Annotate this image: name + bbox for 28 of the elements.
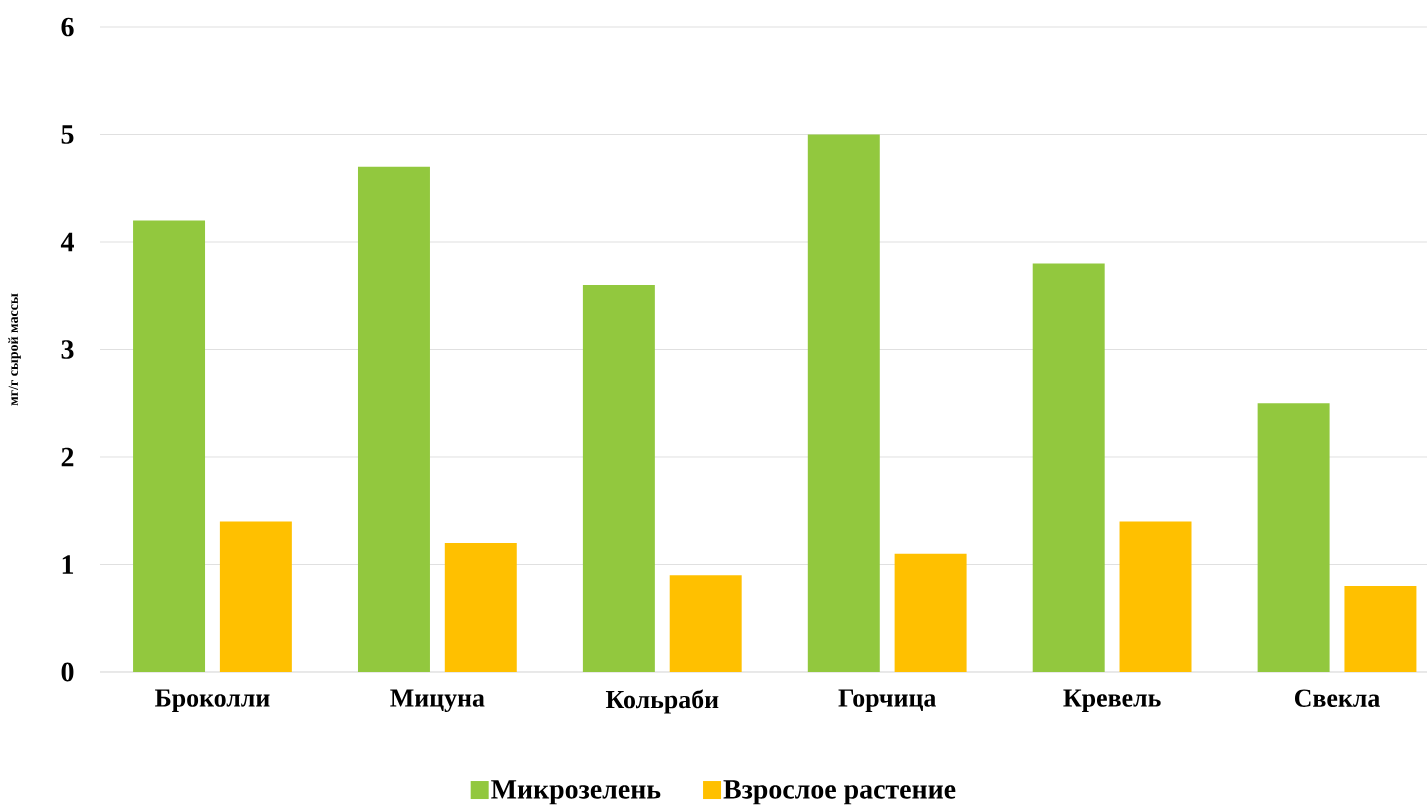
y-tick-label: 6 xyxy=(61,17,74,37)
x-tick-label: Мицуна xyxy=(390,689,485,713)
x-tick-label: Кольраби xyxy=(605,689,719,714)
x-tick-label: Свекла xyxy=(1294,689,1380,707)
bar xyxy=(582,285,655,672)
y-tick-label: 4 xyxy=(60,232,74,252)
y-axis-title: мг/г сырой массы xyxy=(8,293,21,406)
bar xyxy=(669,575,742,672)
x-tick-label: Горчица xyxy=(838,689,936,712)
x-tick-label: Броколли xyxy=(155,689,270,712)
bar xyxy=(357,166,430,672)
bar xyxy=(1032,263,1105,672)
bar xyxy=(1257,403,1330,672)
bar xyxy=(1344,586,1417,672)
bar xyxy=(133,220,206,672)
legend-label: Взрослое растение xyxy=(723,780,956,805)
y-tick-label: 2 xyxy=(61,447,74,467)
bar xyxy=(1119,521,1192,672)
y-tick-label: 0 xyxy=(61,662,74,682)
y-tick-label: 5 xyxy=(61,125,74,144)
y-tick-label: 1 xyxy=(62,555,74,574)
bar xyxy=(807,134,880,672)
y-tick-label: 3 xyxy=(61,340,74,359)
bar xyxy=(219,521,292,672)
bar xyxy=(444,543,517,672)
x-tick-label: Кревель xyxy=(1063,689,1161,712)
bar xyxy=(894,553,967,672)
legend-label: Микрозелень xyxy=(491,780,661,805)
